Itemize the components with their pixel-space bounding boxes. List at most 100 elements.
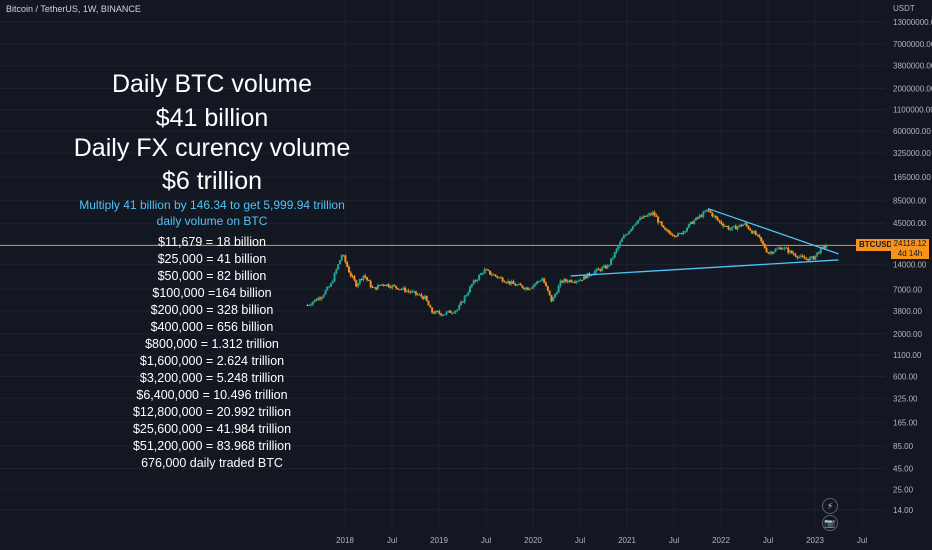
- candle-body: [653, 212, 656, 216]
- candle-body: [454, 310, 457, 313]
- candle-body: [713, 215, 716, 217]
- candle-body: [814, 255, 817, 260]
- candle-body: [458, 305, 461, 310]
- candle-body: [738, 224, 741, 227]
- candle-body: [479, 273, 482, 276]
- y-tick-label: 165000.00: [893, 173, 931, 182]
- price-tag: 24118.12 4d 14h: [891, 239, 929, 259]
- candle-body: [436, 310, 439, 312]
- candle-body: [790, 250, 793, 254]
- candle-body: [727, 226, 730, 230]
- headline-fx-volume: Daily FX curency volume: [73, 134, 351, 162]
- candle-body: [548, 290, 551, 295]
- candle-body: [441, 314, 444, 316]
- candle-body: [711, 212, 714, 217]
- conversion-item: $100,000 =164 billion: [152, 286, 272, 300]
- candle-body: [440, 313, 443, 316]
- conversion-item: $25,000 = 41 billion: [157, 252, 267, 266]
- candle-body: [770, 251, 773, 254]
- candle-body: [667, 230, 670, 233]
- candle-body: [413, 291, 416, 293]
- candle-body: [566, 281, 569, 283]
- candle-body: [423, 295, 426, 300]
- candle-body: [760, 237, 763, 242]
- candle-body: [344, 255, 347, 263]
- candle-body: [756, 234, 759, 236]
- candle-body: [532, 285, 535, 288]
- candle-body: [575, 280, 578, 283]
- candle-body: [763, 243, 766, 249]
- y-tick-label: 2000.00: [893, 330, 922, 339]
- candle-body: [644, 215, 647, 217]
- candle-body: [528, 288, 531, 290]
- y-tick-label: 14000.00: [893, 261, 927, 270]
- candle-body: [521, 285, 524, 288]
- candle-body: [467, 292, 470, 295]
- candle-body: [349, 272, 352, 277]
- conversion-item: $51,200,000 = 83.968 trillion: [132, 439, 292, 453]
- candle-body: [557, 285, 560, 293]
- x-tick-label: Jul: [763, 536, 773, 545]
- candle-body: [734, 225, 737, 230]
- candle-body: [337, 264, 340, 270]
- x-tick-label: 2023: [806, 536, 824, 545]
- daily-traded-btc: 676,000 daily traded BTC: [141, 456, 283, 470]
- candle-body: [723, 226, 726, 228]
- y-tick-label: 1100000.00: [893, 106, 932, 115]
- candle-body: [608, 264, 611, 266]
- trendline[interactable]: [707, 207, 839, 255]
- candle-body: [367, 280, 370, 282]
- candle-body: [416, 294, 419, 296]
- candle-body: [539, 280, 542, 282]
- headline-fx-value: $6 trillion: [161, 167, 263, 195]
- candle-body: [798, 256, 801, 258]
- candle-body: [615, 249, 618, 253]
- candle-body: [789, 250, 792, 253]
- candle-body: [743, 223, 746, 225]
- candle-body: [546, 286, 549, 291]
- candle-body: [702, 211, 705, 217]
- candle-body: [376, 285, 379, 290]
- candle-body: [658, 221, 661, 223]
- x-tick-label: 2021: [618, 536, 636, 545]
- candle-body: [695, 217, 698, 221]
- candle-body: [740, 224, 743, 227]
- candle-body: [639, 217, 642, 221]
- candle-body: [597, 268, 600, 270]
- candle-body: [595, 268, 598, 272]
- camera-icon[interactable]: 📷: [822, 515, 838, 531]
- candle-body: [347, 266, 350, 273]
- candle-body: [563, 279, 566, 283]
- candle-body: [646, 215, 649, 217]
- symbol-title[interactable]: Bitcoin / TetherUS, 1W, BINANCE: [6, 4, 141, 14]
- lightning-icon[interactable]: ⚡: [822, 498, 838, 514]
- candle-body: [673, 235, 676, 237]
- candle-body: [599, 269, 602, 271]
- candle-body: [642, 215, 645, 219]
- candle-body: [729, 229, 732, 231]
- candle-body: [772, 251, 775, 254]
- y-tick-label: 45000.00: [893, 219, 927, 228]
- candle-body: [718, 220, 721, 222]
- candle-body: [310, 304, 313, 306]
- candle-body: [317, 297, 320, 301]
- candle-body: [555, 292, 558, 295]
- trendline[interactable]: [570, 259, 839, 277]
- candle-body: [698, 215, 701, 218]
- candle-body: [402, 287, 405, 290]
- x-tick-label: 2019: [430, 536, 448, 545]
- candle-body: [311, 301, 314, 305]
- candle-body: [456, 309, 459, 311]
- candle-body: [472, 280, 475, 285]
- candle-body: [787, 248, 790, 253]
- candle-body: [366, 277, 369, 281]
- x-tick-label: 2022: [712, 536, 730, 545]
- candle-body: [620, 238, 623, 242]
- y-tick-label: 25.00: [893, 485, 914, 494]
- candle-body: [767, 252, 770, 254]
- candle-body: [351, 276, 354, 278]
- candle-body: [810, 256, 813, 258]
- candle-body: [572, 281, 575, 283]
